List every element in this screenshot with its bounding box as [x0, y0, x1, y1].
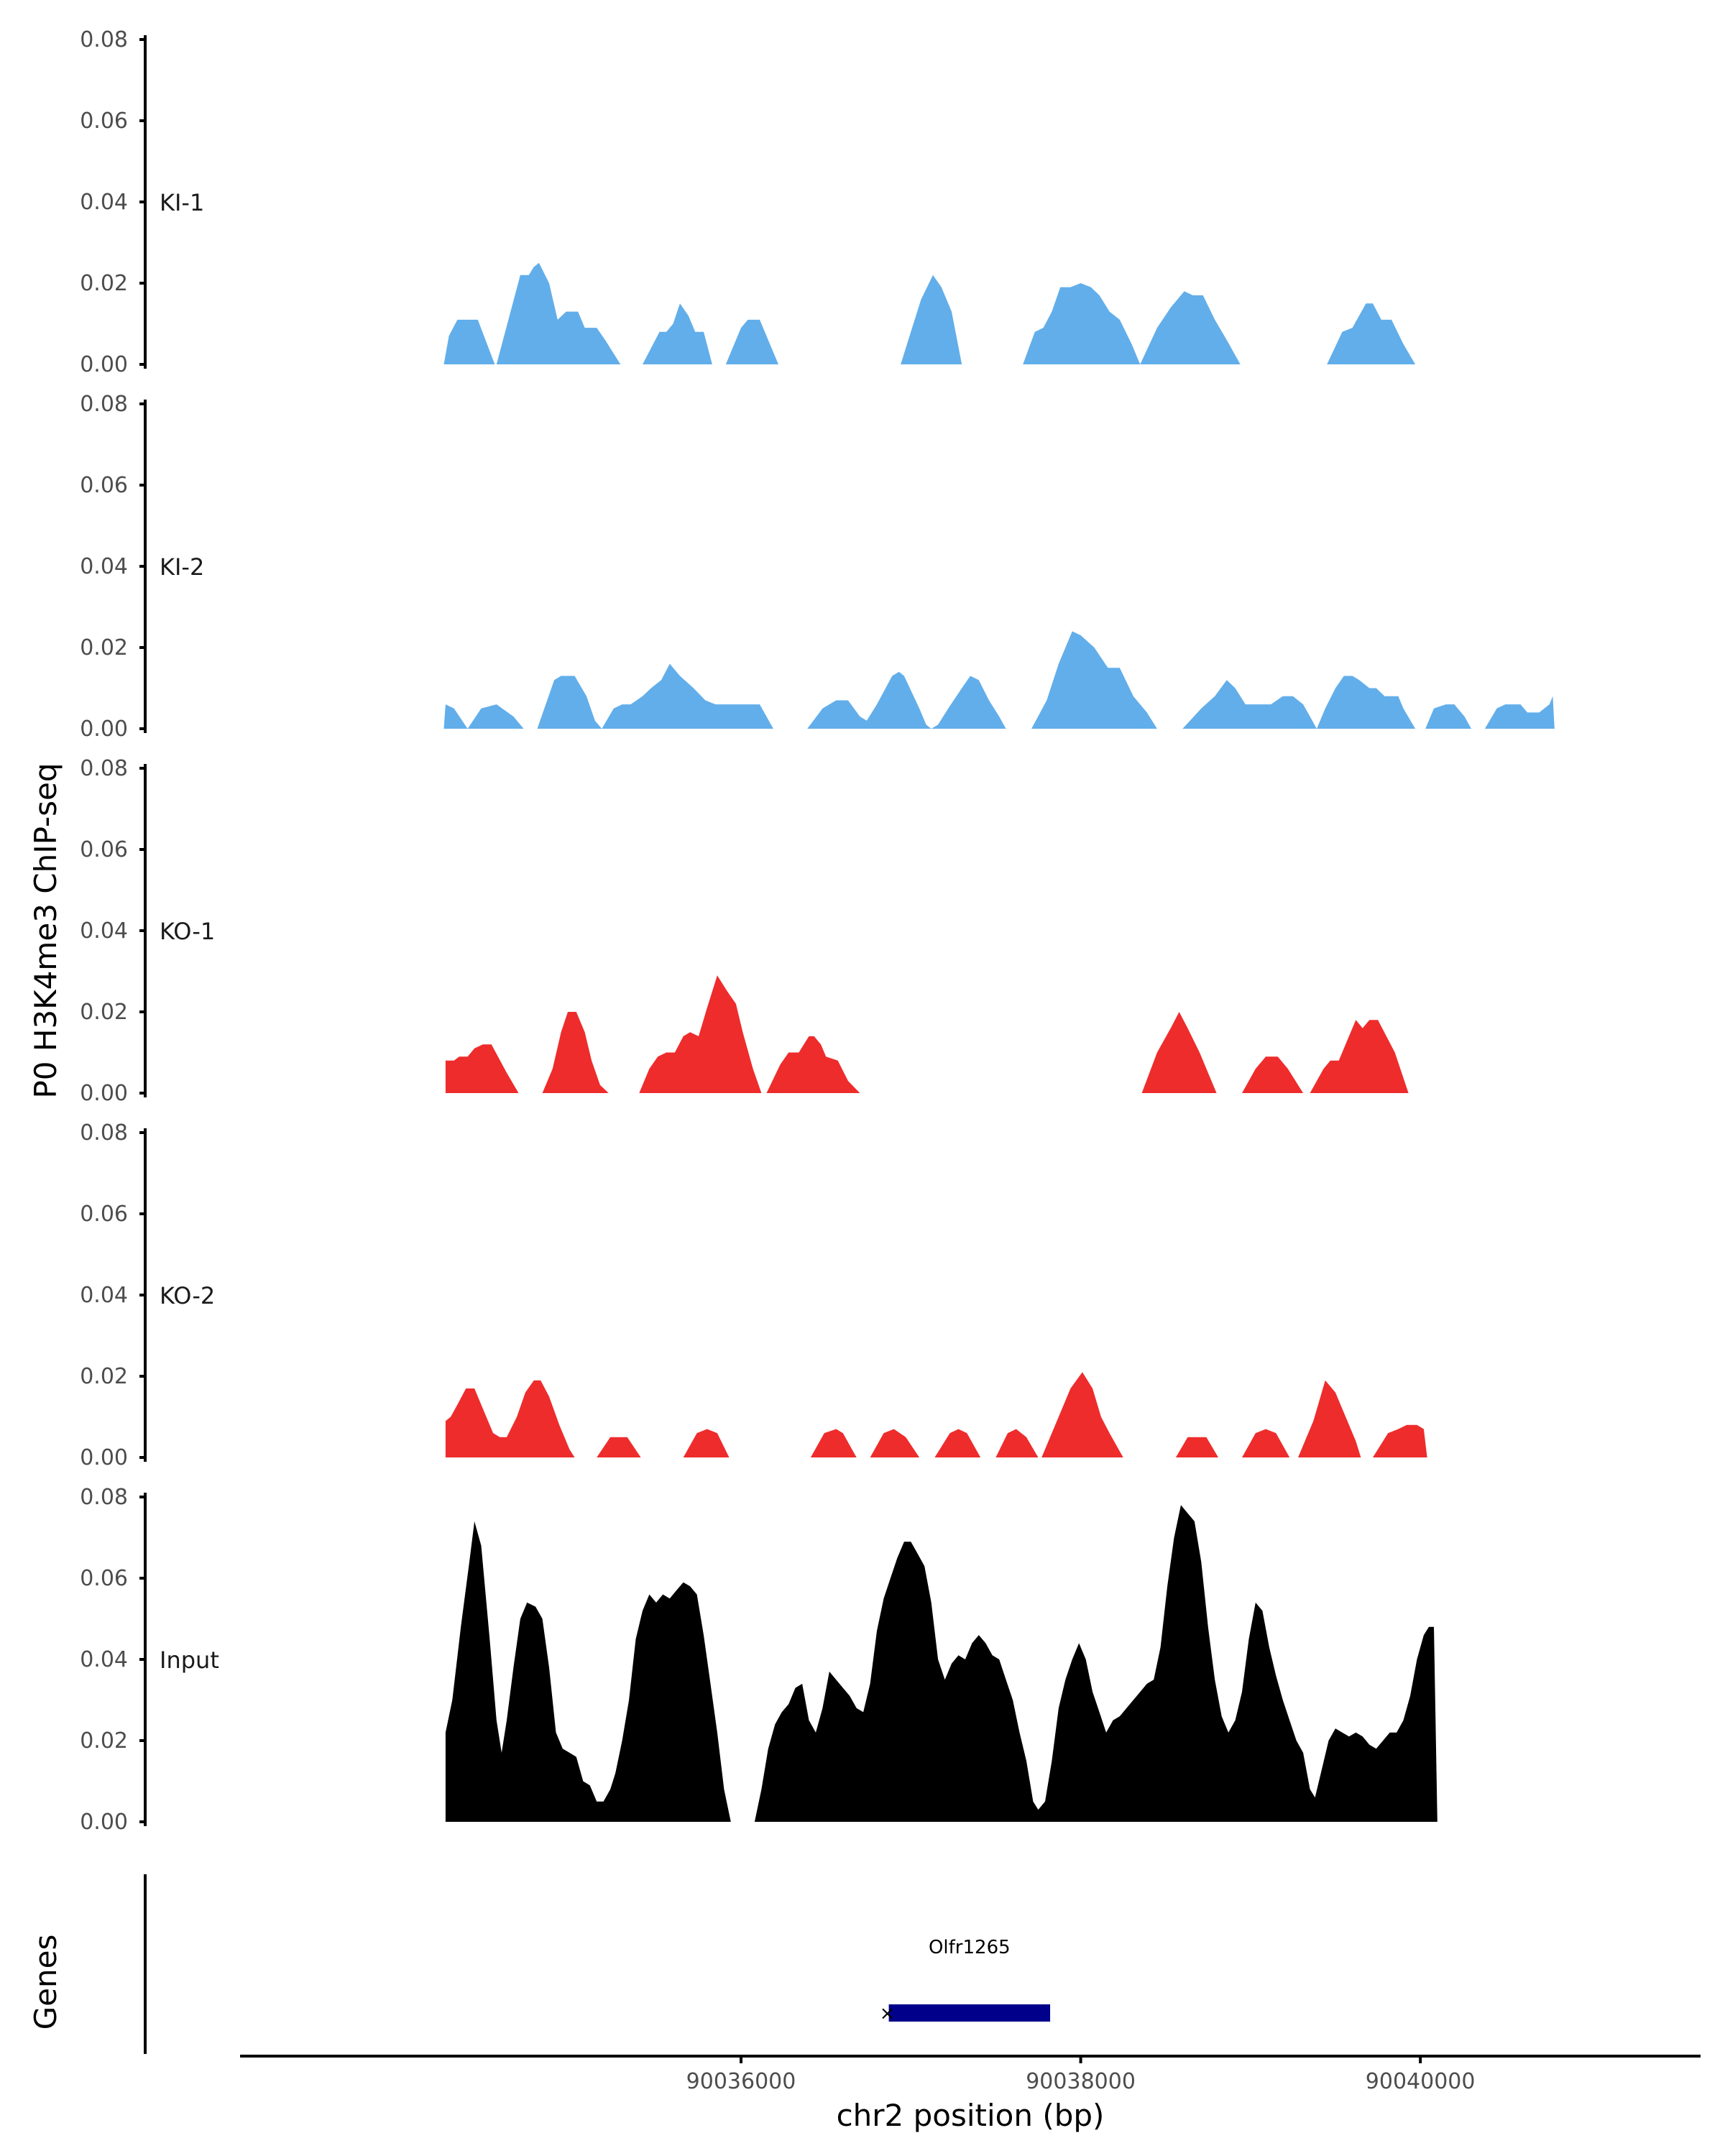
coverage-peak — [1023, 283, 1141, 364]
track-input: 0.00 0.02 0.04 0.06 0.08 Input — [80, 1485, 1438, 1835]
y-tick-label: 0.02 — [80, 271, 128, 296]
coverage-peak — [725, 319, 778, 364]
coverage-peak — [1242, 1056, 1304, 1093]
track-ki-2: 0.00 0.02 0.04 0.06 0.08 KI-2 — [80, 392, 1555, 742]
track-label: KI-1 — [160, 189, 204, 216]
y-tick-label: 0.02 — [80, 1000, 128, 1025]
coverage-peak — [807, 671, 1006, 729]
y-tick-label: 0.00 — [80, 1810, 128, 1835]
gene-strand-marker: × — [880, 2003, 896, 2024]
y-tick-label: 0.06 — [80, 1202, 128, 1227]
coverage-peak — [643, 303, 712, 364]
coverage-peak — [1141, 1012, 1217, 1093]
y-axis-title: P0 H3K4me3 ChIP-seq — [28, 763, 63, 1098]
y-tick-label: 0.04 — [80, 918, 128, 944]
y-tick-label: 0.04 — [80, 190, 128, 215]
coverage-peak — [445, 1380, 575, 1457]
coverage-peak — [1310, 1020, 1409, 1093]
y-tick-label: 0.04 — [80, 1647, 128, 1672]
gene-label: Olfr1265 — [929, 1937, 1011, 1958]
coverage-peak — [1140, 291, 1241, 364]
y-tick-label: 0.08 — [80, 756, 128, 781]
y-tick-label: 0.04 — [80, 554, 128, 579]
track-ko-1: 0.00 0.02 0.04 0.06 0.08 KO-1 — [80, 756, 1409, 1106]
coverage-peak — [1242, 1429, 1290, 1457]
coverage-peak — [1327, 303, 1416, 364]
y-tick-label: 0.06 — [80, 109, 128, 134]
tracks-layer: 0.00 0.02 0.04 0.06 0.08 KI-1 0.00 0.02 0.04 0.06… — [80, 27, 1555, 1835]
y-tick-label: 0.00 — [80, 352, 128, 377]
genes-panel: Genes Olfr1265 × — [28, 1874, 1051, 2054]
coverage-peak — [1373, 1424, 1427, 1457]
coverage-peak — [1031, 631, 1157, 729]
y-tick-label: 0.08 — [80, 1485, 128, 1510]
genes-axis-title: Genes — [28, 1935, 63, 2030]
coverage-peak — [639, 975, 762, 1093]
coverage-peak — [1425, 704, 1471, 729]
gene-body — [888, 2004, 1051, 2022]
y-tick-label: 0.06 — [80, 1566, 128, 1591]
coverage-peak — [537, 663, 773, 729]
y-tick-label: 0.00 — [80, 717, 128, 742]
track-label: KO-1 — [160, 918, 215, 945]
coverage-peak — [443, 704, 524, 729]
y-tick-label: 0.02 — [80, 635, 128, 660]
coverage-peak — [995, 1429, 1039, 1457]
y-tick-label: 0.00 — [80, 1445, 128, 1470]
track-ko-2: 0.00 0.02 0.04 0.06 0.08 KO-2 — [80, 1120, 1427, 1470]
coverage-peak — [542, 1012, 609, 1093]
x-axis-title: chr2 position (bp) — [837, 2098, 1105, 2133]
x-tick-label: 90036000 — [686, 2069, 796, 2094]
x-tick-label: 90040000 — [1366, 2069, 1476, 2094]
coverage-peak — [443, 319, 495, 364]
coverage-peak — [445, 1044, 519, 1093]
coverage-peak — [597, 1437, 641, 1457]
x-axis: 90036000 90038000 90040000 — [240, 2055, 1701, 2094]
y-tick-label: 0.02 — [80, 1728, 128, 1754]
coverage-peak — [870, 1429, 920, 1457]
y-tick-label: 0.04 — [80, 1283, 128, 1308]
coverage-peak — [683, 1429, 730, 1457]
coverage-peak — [934, 1429, 981, 1457]
coverage-peak — [754, 1505, 1438, 1822]
coverage-peak — [766, 1036, 860, 1093]
coverage-peak — [1175, 1437, 1218, 1457]
y-tick-label: 0.08 — [80, 392, 128, 417]
track-label: KI-2 — [160, 553, 204, 581]
track-label: KO-2 — [160, 1282, 215, 1309]
coverage-peak — [445, 1521, 731, 1822]
coverage-peak — [496, 262, 621, 364]
y-tick-label: 0.08 — [80, 1120, 128, 1146]
x-tick-label: 90038000 — [1026, 2069, 1136, 2094]
coverage-peak — [1298, 1380, 1361, 1457]
y-tick-label: 0.00 — [80, 1081, 128, 1106]
coverage-peak — [1182, 676, 1416, 729]
coverage-peak — [1484, 696, 1555, 729]
track-ki-1: 0.00 0.02 0.04 0.06 0.08 KI-1 — [80, 27, 1416, 377]
y-tick-label: 0.08 — [80, 27, 128, 52]
track-label: Input — [160, 1646, 219, 1674]
y-tick-label: 0.02 — [80, 1364, 128, 1389]
coverage-peak — [1041, 1372, 1123, 1457]
coverage-peak — [901, 275, 962, 364]
coverage-peak — [810, 1429, 857, 1457]
y-tick-label: 0.06 — [80, 837, 128, 862]
y-tick-label: 0.06 — [80, 473, 128, 498]
